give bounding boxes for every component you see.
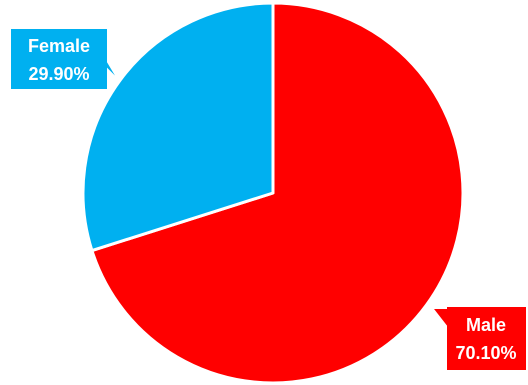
male-slice-value: 70.10% [455, 343, 516, 363]
pie-slices [81, 1, 465, 385]
male-callout: Male 70.10% [429, 305, 528, 372]
female-slice-label: Female [28, 36, 90, 56]
female-slice-value: 29.90% [28, 64, 89, 84]
female-callout-box [9, 27, 121, 91]
pie-slice-male [90, 1, 465, 385]
male-callout-box [429, 305, 528, 372]
male-slice-label: Male [466, 315, 506, 335]
female-callout: Female 29.90% [9, 27, 121, 91]
